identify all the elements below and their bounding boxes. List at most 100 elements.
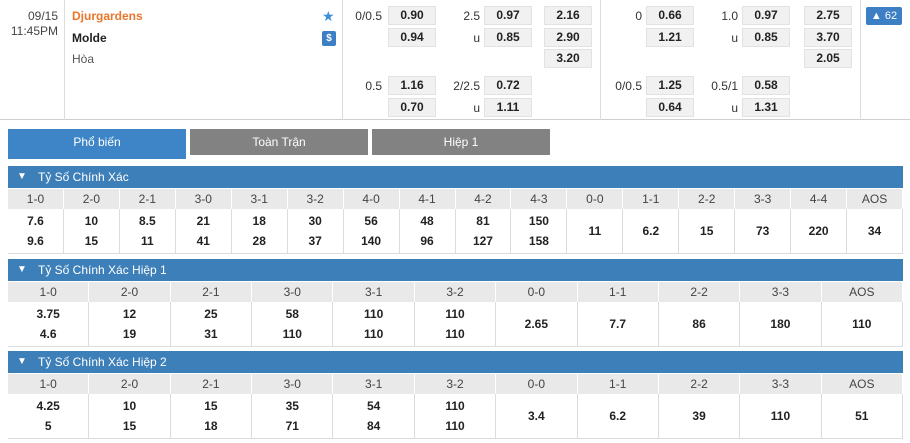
odds-value[interactable]: 37 <box>308 234 322 248</box>
ft-ou-line: 2.5 <box>463 9 480 23</box>
more-markets-button[interactable]: ▲ 62 <box>866 7 902 25</box>
odds-value[interactable]: 110 <box>282 327 302 341</box>
odds-value[interactable]: 28 <box>252 234 266 248</box>
odds-value[interactable]: 180 <box>770 317 791 331</box>
chevron-down-icon[interactable]: ▼ <box>17 356 27 367</box>
odds-cell[interactable]: 1.21 <box>646 28 694 47</box>
odds-value[interactable]: 30 <box>308 214 322 228</box>
odds-cell[interactable]: 1.31 <box>742 98 790 117</box>
odds-value[interactable]: 41 <box>196 234 210 248</box>
odds-value[interactable]: 34 <box>867 224 882 238</box>
odds-value[interactable]: 7.7 <box>609 317 627 331</box>
home-team[interactable]: Djurgardens <box>72 9 143 23</box>
odds-value[interactable]: 15 <box>700 224 714 238</box>
odds-cell[interactable]: 2.16 <box>544 6 592 25</box>
odds-value[interactable]: 4.25 <box>36 399 60 413</box>
odds-cell[interactable]: 2.05 <box>804 49 852 68</box>
odds-value[interactable]: 96 <box>420 234 434 248</box>
section-exact-score-header[interactable]: ▼ Tỷ Số Chính Xác <box>8 166 903 188</box>
favorite-star-icon[interactable]: ★ <box>322 8 335 24</box>
odds-value[interactable]: 15 <box>204 399 218 413</box>
odds-value[interactable]: 11 <box>588 224 602 238</box>
odds-value[interactable]: 15 <box>84 234 99 248</box>
odds-value[interactable]: 10 <box>84 214 99 228</box>
odds-value[interactable]: 12 <box>122 307 137 321</box>
tab-first-half[interactable]: Hiệp 1 <box>372 129 550 155</box>
odds-cell[interactable]: 0.58 <box>742 76 790 95</box>
odds-cell[interactable]: 0.90 <box>388 6 436 25</box>
odds-value[interactable]: 2.65 <box>524 317 549 331</box>
odds-value[interactable]: 110 <box>770 409 791 423</box>
odds-cell[interactable]: 2.75 <box>804 6 852 25</box>
odds-cell[interactable]: 0.72 <box>484 76 532 95</box>
odds-value[interactable]: 8.5 <box>139 214 156 228</box>
odds-value[interactable]: 58 <box>285 307 299 321</box>
odds-value[interactable]: 110 <box>363 327 384 341</box>
odds-value[interactable]: 11 <box>141 234 154 248</box>
odds-value[interactable]: 56 <box>364 214 378 228</box>
odds-cell[interactable]: 0.70 <box>388 98 436 117</box>
score-odds-cell: 15 <box>679 209 736 254</box>
odds-cell[interactable]: 1.25 <box>646 76 694 95</box>
dollar-icon[interactable]: $ <box>322 31 336 46</box>
odds-value[interactable]: 6.2 <box>609 409 627 423</box>
odds-cell[interactable]: 0.97 <box>742 6 790 25</box>
odds-cell[interactable]: 0.64 <box>646 98 694 117</box>
odds-value[interactable]: 150 <box>528 214 549 228</box>
odds-value[interactable]: 110 <box>445 327 465 341</box>
odds-cell[interactable]: 3.70 <box>804 28 852 47</box>
odds-value[interactable]: 3.75 <box>36 307 60 321</box>
odds-value[interactable]: 84 <box>366 419 381 433</box>
odds-value[interactable]: 5 <box>44 419 52 433</box>
odds-value[interactable]: 110 <box>445 307 465 321</box>
tab-full-match[interactable]: Toàn Trận <box>190 129 368 155</box>
odds-value[interactable]: 110 <box>363 307 384 321</box>
odds-value[interactable]: 31 <box>204 327 218 341</box>
odds-value[interactable]: 110 <box>445 399 465 413</box>
away-team[interactable]: Molde <box>72 31 107 45</box>
odds-value[interactable]: 71 <box>285 419 299 433</box>
odds-value[interactable]: 21 <box>196 214 210 228</box>
odds-value[interactable]: 7.6 <box>27 214 44 228</box>
odds-cell[interactable]: 0.85 <box>742 28 790 47</box>
odds-value[interactable]: 3.4 <box>528 409 545 423</box>
odds-value[interactable]: 9.6 <box>27 234 44 248</box>
score-odds-cell: 8.5 11 <box>119 209 176 254</box>
odds-value[interactable]: 140 <box>361 234 382 248</box>
odds-value[interactable]: 15 <box>122 419 137 433</box>
chevron-down-icon[interactable]: ▼ <box>17 264 27 275</box>
section-exact-score-h2-header[interactable]: ▼ Tỷ Số Chính Xác Hiệp 2 <box>8 351 903 373</box>
section-exact-score-h1-header[interactable]: ▼ Tỷ Số Chính Xác Hiệp 1 <box>8 259 903 281</box>
odds-cell[interactable]: 3.20 <box>544 49 592 68</box>
odds-value[interactable]: 10 <box>122 399 137 413</box>
odds-value[interactable]: 19 <box>122 327 137 341</box>
odds-cell[interactable]: 0.85 <box>484 28 532 47</box>
odds-value[interactable]: 220 <box>808 224 829 238</box>
odds-value[interactable]: 39 <box>692 409 706 423</box>
odds-cell[interactable]: 2.90 <box>544 28 592 47</box>
odds-value[interactable]: 110 <box>445 419 465 433</box>
odds-value[interactable]: 86 <box>692 317 706 331</box>
odds-value[interactable]: 18 <box>252 214 266 228</box>
score-header: 1-0 <box>8 189 64 209</box>
odds-cell[interactable]: 1.11 <box>484 98 532 117</box>
odds-value[interactable]: 4.6 <box>39 327 57 341</box>
odds-cell[interactable]: 0.94 <box>388 28 436 47</box>
odds-cell[interactable]: 0.97 <box>484 6 532 25</box>
odds-value[interactable]: 25 <box>204 307 218 321</box>
odds-value[interactable]: 110 <box>852 317 872 331</box>
odds-value[interactable]: 51 <box>855 409 869 423</box>
odds-value[interactable]: 158 <box>528 234 549 248</box>
odds-value[interactable]: 54 <box>366 399 381 413</box>
chevron-down-icon[interactable]: ▼ <box>17 171 27 182</box>
odds-cell[interactable]: 1.16 <box>388 76 436 95</box>
odds-value[interactable]: 35 <box>285 399 299 413</box>
odds-value[interactable]: 6.2 <box>642 224 660 238</box>
odds-value[interactable]: 18 <box>204 419 218 433</box>
tab-popular[interactable]: Phổ biến <box>8 129 186 159</box>
odds-value[interactable]: 81 <box>476 214 490 228</box>
odds-value[interactable]: 127 <box>472 234 493 248</box>
odds-value[interactable]: 73 <box>755 224 770 238</box>
odds-cell[interactable]: 0.66 <box>646 6 694 25</box>
odds-value[interactable]: 48 <box>420 214 434 228</box>
